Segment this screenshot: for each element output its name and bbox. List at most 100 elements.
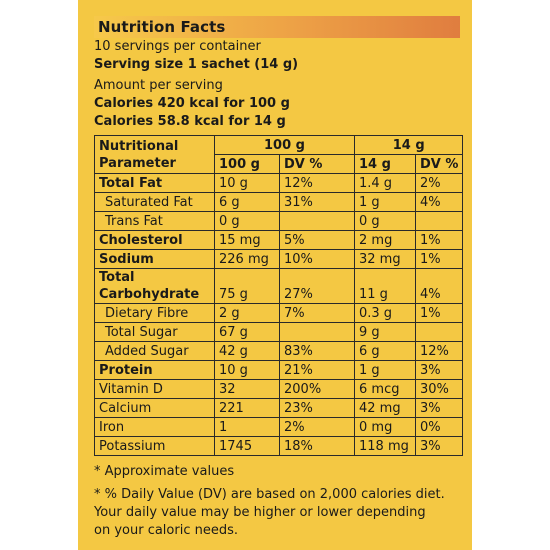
- dv-14g: 1%: [414, 230, 464, 250]
- dv-100g: 83%: [279, 341, 355, 361]
- approximate-values-note: * Approximate values: [94, 464, 235, 479]
- nutrient-name: Dietary Fibre: [94, 303, 215, 323]
- group-header-100g: 100 g: [214, 135, 355, 155]
- value-14g: 6 mcg: [354, 379, 416, 399]
- table-row: Potassium 1745 18% 118 mg 3%: [94, 436, 464, 456]
- value-14g: 1 g: [354, 360, 416, 380]
- dv-14g: 1%: [414, 303, 464, 323]
- dv-100g: 7%: [279, 303, 355, 323]
- group-header-14g: 14 g: [353, 135, 464, 155]
- dv-14g: 3%: [414, 360, 464, 380]
- table-row: Cholesterol 15 mg 5% 2 mg 1%: [94, 230, 464, 250]
- value-100g: 75 g: [214, 268, 280, 304]
- subheader-14g: 14 g: [354, 154, 416, 174]
- dv-100g: 21%: [279, 360, 355, 380]
- nutrient-name: Total Sugar: [94, 322, 215, 342]
- value-100g: 0 g: [214, 211, 280, 231]
- value-14g: 11 g: [354, 268, 416, 304]
- table-row: Sodium 226 mg 10% 32 mg 1%: [94, 249, 464, 269]
- dv-100g: 27%: [279, 268, 355, 304]
- dv-100g: [279, 211, 355, 231]
- table-row: Calcium 221 23% 42 mg 3%: [94, 398, 464, 418]
- value-100g: 2 g: [214, 303, 280, 323]
- value-14g: 9 g: [354, 322, 416, 342]
- calories-per-14g: Calories 58.8 kcal for 14 g: [94, 114, 286, 129]
- subheader-100g: 100 g: [214, 154, 280, 174]
- value-100g: 10 g: [214, 173, 280, 193]
- table-header-row: Nutritional Parameter 100 g 14 g: [94, 135, 464, 174]
- dv-14g: 12%: [414, 341, 464, 361]
- servings-per-container: 10 servings per container: [94, 39, 261, 54]
- dv-100g: 23%: [279, 398, 355, 418]
- dv-note-line2: Your daily value may be higher or lower …: [94, 505, 426, 520]
- value-100g: 10 g: [214, 360, 280, 380]
- dv-100g: 12%: [279, 173, 355, 193]
- dv-14g: 2%: [414, 173, 464, 193]
- nutrient-name: Total Fat: [94, 173, 215, 193]
- dv-14g: [414, 211, 464, 231]
- nutrition-table: Nutritional Parameter 100 g 14 g 100 g D…: [94, 135, 464, 456]
- calories-per-100g: Calories 420 kcal for 100 g: [94, 96, 290, 111]
- parameter-header-line2: Parameter: [99, 155, 176, 171]
- table-row: Total Sugar 67 g 9 g: [94, 322, 464, 342]
- nutrition-facts-header: Nutrition Facts: [94, 16, 460, 38]
- table-subheader-row: 100 g DV % 14 g DV %: [95, 154, 464, 174]
- table-row: Trans Fat 0 g 0 g: [94, 211, 464, 231]
- table-row: Added Sugar 42 g 83% 6 g 12%: [94, 341, 464, 361]
- value-100g: 15 mg: [214, 230, 280, 250]
- nutrient-name: Sodium: [94, 249, 215, 269]
- dv-100g: [279, 322, 355, 342]
- dv-14g: 0%: [414, 417, 464, 437]
- table-row: Vitamin D 32 200% 6 mcg 30%: [94, 379, 464, 399]
- nutrition-facts-title: Nutrition Facts: [98, 18, 226, 36]
- value-100g: 32: [214, 379, 280, 399]
- value-100g: 226 mg: [214, 249, 280, 269]
- dv-100g: 2%: [279, 417, 355, 437]
- nutrient-name: Trans Fat: [94, 211, 215, 231]
- table-row: Iron 1 2% 0 mg 0%: [94, 417, 464, 437]
- dv-100g: 10%: [279, 249, 355, 269]
- value-14g: 6 g: [354, 341, 416, 361]
- value-100g: 42 g: [214, 341, 280, 361]
- parameter-header-line1: Nutritional: [99, 138, 179, 154]
- nutrient-name: Vitamin D: [94, 379, 215, 399]
- dv-note-line3: on your caloric needs.: [94, 523, 238, 538]
- dv-14g: 4%: [414, 192, 464, 212]
- nutrient-name: Potassium: [94, 436, 215, 456]
- nutrient-name: Total Carbohydrate: [94, 268, 215, 304]
- amount-per-serving: Amount per serving: [94, 78, 223, 93]
- value-14g: 2 mg: [354, 230, 416, 250]
- nutrient-name: Protein: [94, 360, 215, 380]
- dv-100g: 18%: [279, 436, 355, 456]
- value-100g: 6 g: [214, 192, 280, 212]
- value-14g: 42 mg: [354, 398, 416, 418]
- table-row: Total Fat 10 g 12% 1.4 g 2%: [94, 173, 464, 193]
- dv-100g: 5%: [279, 230, 355, 250]
- value-14g: 32 mg: [354, 249, 416, 269]
- table-row: Dietary Fibre 2 g 7% 0.3 g 1%: [94, 303, 464, 323]
- value-100g: 67 g: [214, 322, 280, 342]
- value-14g: 0.3 g: [354, 303, 416, 323]
- table-row: Protein 10 g 21% 1 g 3%: [94, 360, 464, 380]
- value-14g: 1.4 g: [354, 173, 416, 193]
- dv-100g: 200%: [279, 379, 355, 399]
- nutrient-name-line2: Carbohydrate: [99, 287, 200, 302]
- value-14g: 1 g: [354, 192, 416, 212]
- dv-note-line1: * % Daily Value (DV) are based on 2,000 …: [94, 487, 445, 502]
- table-row: Saturated Fat 6 g 31% 1 g 4%: [94, 192, 464, 212]
- subheader-dv-100g: DV %: [279, 154, 355, 174]
- value-100g: 1: [214, 417, 280, 437]
- nutrient-name: Added Sugar: [94, 341, 215, 361]
- value-100g: 1745: [214, 436, 280, 456]
- dv-14g: 3%: [414, 436, 464, 456]
- nutrient-name-line1: Total: [99, 270, 135, 285]
- subheader-dv-14g: DV %: [414, 154, 464, 174]
- nutrient-name: Calcium: [94, 398, 215, 418]
- nutrient-name: Iron: [94, 417, 215, 437]
- value-14g: 0 g: [354, 211, 416, 231]
- parameter-header: Nutritional Parameter: [94, 135, 215, 174]
- value-14g: 118 mg: [354, 436, 416, 456]
- value-14g: 0 mg: [354, 417, 416, 437]
- dv-14g: 30%: [414, 379, 464, 399]
- table-row: Total Carbohydrate 75 g 27% 11 g 4%: [94, 268, 464, 304]
